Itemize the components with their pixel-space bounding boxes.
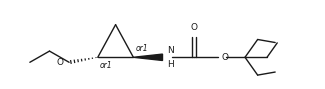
Text: O: O	[191, 23, 198, 32]
Polygon shape	[133, 54, 162, 61]
Text: N: N	[167, 46, 174, 55]
Text: or1: or1	[99, 61, 112, 70]
Text: O: O	[222, 53, 229, 62]
Text: O: O	[56, 58, 63, 67]
Text: H: H	[167, 60, 174, 69]
Text: or1: or1	[136, 44, 149, 53]
